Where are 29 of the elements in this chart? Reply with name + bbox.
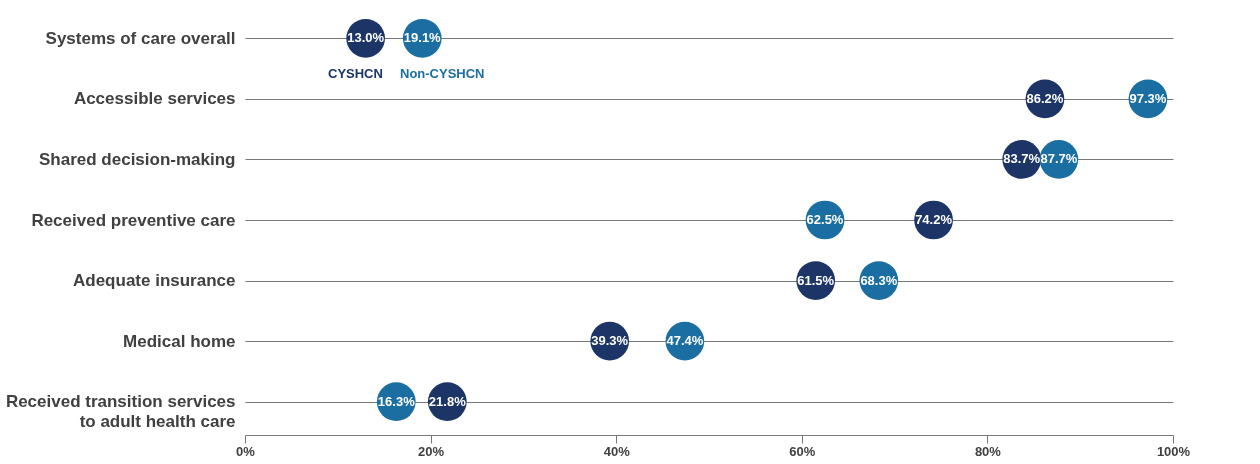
- series-label: Non-CYSHCN: [400, 65, 485, 81]
- y-tick-label: Received transition services to adult health care: [5, 392, 236, 432]
- data-label: 62.5%: [806, 212, 844, 227]
- y-tick-label: Accessible services: [73, 89, 236, 109]
- y-tick-label: Adequate insurance: [73, 271, 236, 291]
- x-tick-label: 40%: [603, 443, 631, 459]
- data-label: 87.7%: [1040, 151, 1078, 167]
- data-label: 16.3%: [377, 393, 416, 409]
- data-label: 19.1%: [403, 30, 442, 46]
- data-label: 68.3%: [860, 272, 898, 288]
- x-tick-label: 60%: [789, 443, 816, 459]
- x-tick-label: 0%: [236, 443, 256, 459]
- data-label: 74.2%: [915, 212, 953, 227]
- data-label: 61.5%: [797, 272, 835, 288]
- x-tick-label: 100%: [1156, 443, 1191, 459]
- y-tick-label: Systems of care overall: [45, 28, 236, 48]
- series-label: CYSHCN: [328, 65, 383, 81]
- data-label: 83.7%: [1003, 151, 1041, 167]
- y-tick-label: Medical home: [123, 331, 236, 351]
- data-label: 97.3%: [1129, 90, 1167, 106]
- y-tick-label: Received preventive care: [31, 210, 236, 230]
- data-label: 13.0%: [347, 30, 385, 46]
- data-label: 86.2%: [1026, 90, 1064, 106]
- data-label: 39.3%: [591, 333, 629, 349]
- data-label: 47.4%: [666, 333, 704, 349]
- x-tick-label: 80%: [974, 443, 1002, 459]
- y-tick-label: Shared decision-making: [39, 149, 236, 169]
- x-tick-label: 20%: [418, 443, 445, 459]
- data-label: 21.8%: [428, 393, 467, 409]
